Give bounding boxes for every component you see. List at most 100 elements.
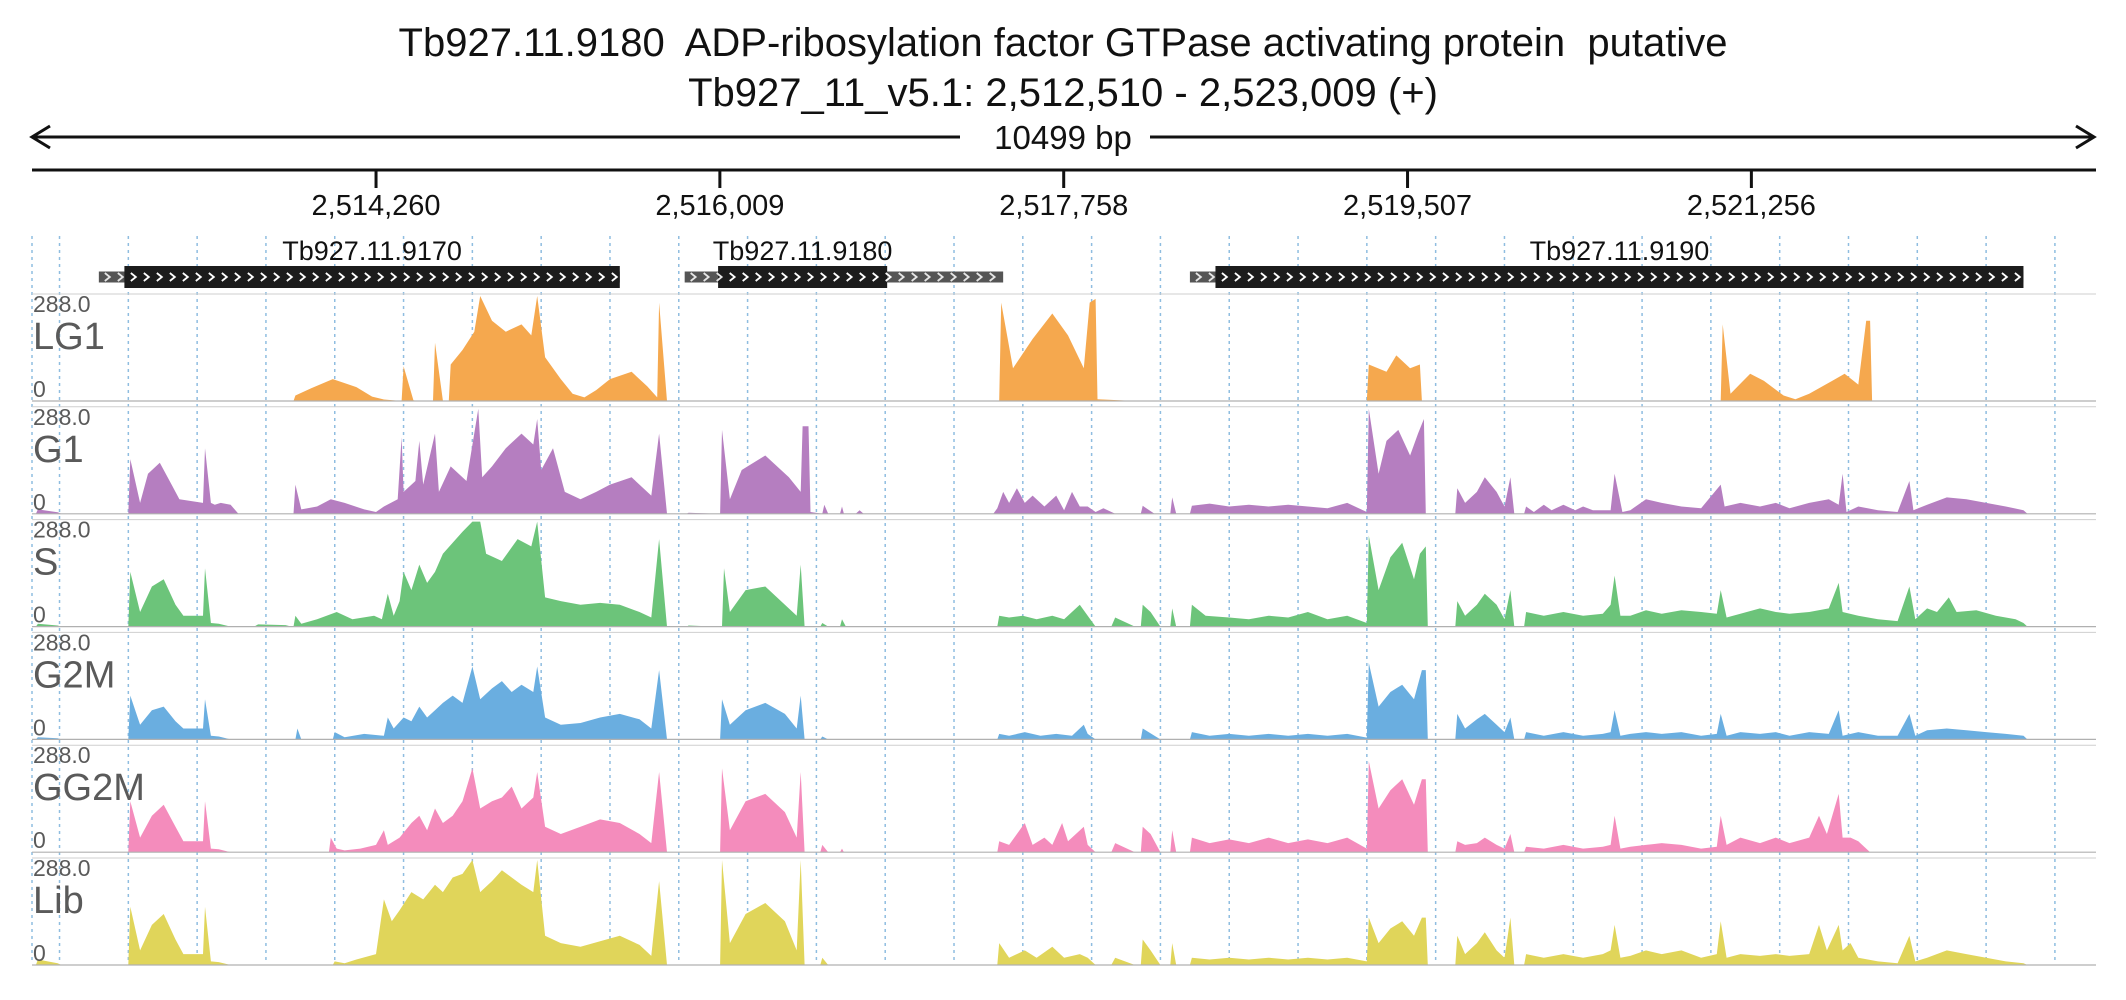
strand-arrow-icon — [117, 272, 125, 282]
strand-arrow-icon — [1728, 272, 1736, 282]
strand-arrow-icon — [546, 272, 554, 282]
strand-arrow-icon — [1624, 272, 1632, 282]
strand-arrow-icon — [1897, 272, 1905, 282]
strand-arrow-icon — [1351, 272, 1359, 282]
track-name-label: S — [33, 542, 58, 584]
strand-arrow-icon — [416, 272, 424, 282]
gene-cds — [124, 266, 620, 288]
strand-arrow-icon — [1403, 272, 1411, 282]
strand-arrow-icon — [260, 272, 268, 282]
y-max-label: 288.0 — [33, 517, 91, 543]
strand-arrow-icon — [1221, 272, 1229, 282]
strand-arrow-icon — [1507, 272, 1515, 282]
strand-arrow-icon — [820, 272, 828, 282]
strand-arrow-icon — [494, 272, 502, 282]
strand-arrow-icon — [1260, 272, 1268, 282]
strand-arrow-icon — [182, 272, 190, 282]
strand-arrow-icon — [716, 272, 724, 282]
strand-arrow-icon — [859, 272, 867, 282]
track-name-label: GG2M — [33, 767, 145, 809]
strand-arrow-icon — [1741, 272, 1749, 282]
y-max-label: 288.0 — [33, 404, 91, 430]
strand-arrow-icon — [1572, 272, 1580, 282]
coverage-area — [35, 521, 2028, 627]
strand-arrow-icon — [507, 272, 515, 282]
title-block: Tb927.11.9180 ADP-ribosylation factor GT… — [0, 18, 2126, 118]
track-lg1: 288.0 0 LG1 — [32, 291, 2096, 402]
coverage-area — [293, 296, 1873, 401]
strand-arrow-icon — [1988, 272, 1996, 282]
strand-arrow-icon — [1468, 272, 1476, 282]
strand-arrow-icon — [794, 272, 802, 282]
strand-arrow-icon — [325, 272, 333, 282]
gene-cds — [1215, 266, 2024, 288]
strand-arrow-icon — [872, 272, 880, 282]
strand-arrow-icon — [520, 272, 528, 282]
strand-arrow-icon — [1429, 272, 1437, 282]
strand-arrow-icon — [156, 272, 164, 282]
strand-arrow-icon — [1234, 272, 1242, 282]
strand-arrow-icon — [807, 272, 815, 282]
y-max-label: 288.0 — [33, 742, 91, 768]
strand-arrow-icon — [742, 272, 750, 282]
strand-arrow-icon — [755, 272, 763, 282]
gene-model: Tb927.11.9190 — [1189, 236, 2024, 288]
strand-arrow-icon — [1299, 272, 1307, 282]
strand-arrow-icon — [598, 272, 606, 282]
x-axis-ticks: 2,514,260 2,516,009 2,517,758 2,519,507 2,52… — [312, 170, 1816, 222]
coverage-tracks: 288.00LG1288.00G1288.00S288.00G2M288.00G… — [32, 291, 2096, 966]
y-max-label: 288.0 — [33, 855, 91, 881]
strand-arrow-icon — [273, 272, 281, 282]
strand-arrow-icon — [286, 272, 294, 282]
strand-arrow-icon — [1858, 272, 1866, 282]
strand-arrow-icon — [247, 272, 255, 282]
strand-arrow-icon — [195, 272, 203, 282]
x-tick-label: 2,517,758 — [999, 190, 1128, 222]
strand-arrow-icon — [924, 272, 932, 282]
strand-arrow-icon — [377, 272, 385, 282]
strand-arrow-icon — [1494, 272, 1502, 282]
strand-arrow-icon — [1286, 272, 1294, 282]
strand-arrow-icon — [221, 272, 229, 282]
strand-arrow-icon — [1273, 272, 1281, 282]
strand-arrow-icon — [833, 272, 841, 282]
coverage-area — [35, 408, 2028, 514]
track-name-label: G2M — [33, 654, 115, 696]
strand-arrow-icon — [1559, 272, 1567, 282]
strand-arrow-icon — [1767, 272, 1775, 282]
strand-arrow-icon — [1702, 272, 1710, 282]
gene-track: Tb927.11.9170 Tb927.11.9180 Tb927.11.9190 — [98, 236, 2024, 288]
strand-arrow-icon — [1416, 272, 1424, 282]
strand-arrow-icon — [403, 272, 411, 282]
strand-arrow-icon — [690, 272, 698, 282]
strand-arrow-icon — [1871, 272, 1879, 282]
coverage-area — [35, 860, 2028, 965]
coverage-area — [128, 761, 1871, 853]
strand-arrow-icon — [390, 272, 398, 282]
strand-arrow-icon — [1481, 272, 1489, 282]
strand-arrow-icon — [1780, 272, 1788, 282]
track-name-label: LG1 — [33, 316, 105, 358]
strand-arrow-icon — [1754, 272, 1762, 282]
strand-arrow-icon — [559, 272, 567, 282]
strand-arrow-icon — [1390, 272, 1398, 282]
y-zero-label: 0 — [33, 602, 46, 628]
strand-arrow-icon — [1910, 272, 1918, 282]
strand-arrow-icon — [533, 272, 541, 282]
strand-arrow-icon — [1689, 272, 1697, 282]
strand-arrow-icon — [1208, 272, 1216, 282]
strand-arrow-icon — [1325, 272, 1333, 282]
y-zero-label: 0 — [33, 827, 46, 853]
strand-arrow-icon — [989, 272, 997, 282]
strand-arrow-icon — [1364, 272, 1372, 282]
strand-arrow-icon — [1884, 272, 1892, 282]
strand-arrow-icon — [976, 272, 984, 282]
strand-arrow-icon — [1598, 272, 1606, 282]
strand-arrow-icon — [455, 272, 463, 282]
strand-arrow-icon — [169, 272, 177, 282]
strand-arrow-icon — [611, 272, 619, 282]
strand-arrow-icon — [2001, 272, 2009, 282]
strand-arrow-icon — [963, 272, 971, 282]
strand-arrow-icon — [1455, 272, 1463, 282]
strand-arrow-icon — [768, 272, 776, 282]
